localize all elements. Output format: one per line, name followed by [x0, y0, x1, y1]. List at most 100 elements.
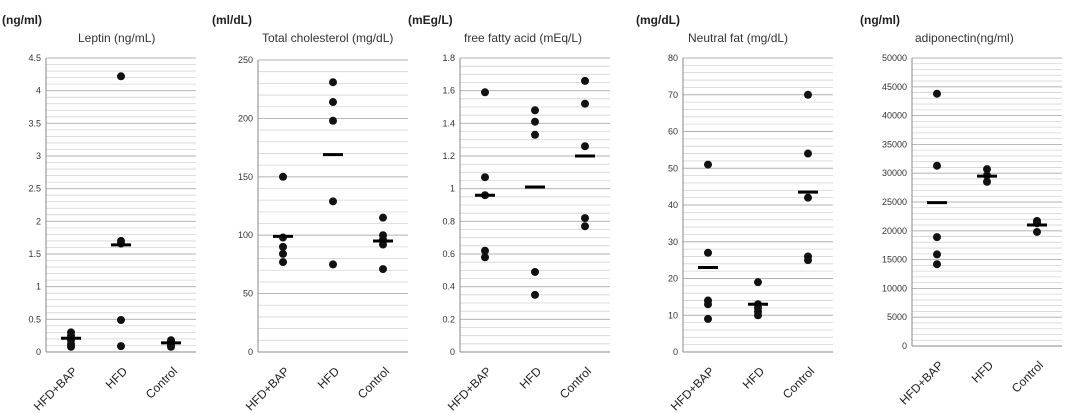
y-tick-label: 200: [238, 113, 253, 123]
data-point: [581, 222, 589, 231]
y-tick-label: 1.4: [442, 118, 455, 128]
data-point: [754, 311, 762, 320]
category-label: HFD+BAP: [668, 364, 717, 413]
category-label: HFD: [740, 364, 768, 392]
y-tick-label: 15000: [882, 255, 907, 265]
y-tick-label: 2: [36, 216, 41, 226]
data-point: [581, 142, 589, 151]
y-tick-label: 1: [36, 282, 41, 292]
y-tick-label: 150: [238, 172, 253, 182]
y-tick-label: 0.8: [442, 216, 455, 226]
data-point: [329, 197, 337, 206]
category-label: Control: [557, 364, 594, 401]
data-point: [531, 290, 539, 299]
data-point: [481, 253, 489, 262]
category-label: HFD+BAP: [31, 364, 80, 413]
data-point: [329, 116, 337, 125]
data-point: [933, 260, 941, 269]
panel-title: Neutral fat (mg/dL): [688, 31, 788, 45]
data-point: [704, 300, 712, 309]
y-tick-label: 0: [248, 347, 253, 357]
panel-title: Total cholesterol (mg/dL): [262, 31, 393, 45]
data-point: [581, 214, 589, 223]
panel-1: (ng/ml) Leptin (ng/mL) 0 0.5 1 1.5 2 2.5 3 3.5 4 4.…: [2, 13, 196, 413]
category-label: Control: [1009, 358, 1046, 395]
panel-title: Leptin (ng/mL): [78, 31, 155, 45]
data-point: [1033, 227, 1041, 236]
data-point: [983, 177, 991, 186]
data-point: [531, 117, 539, 126]
y-tick-label: 0: [902, 341, 907, 351]
data-point: [804, 90, 812, 99]
data-point: [804, 193, 812, 202]
y-tick-label: 20: [668, 274, 678, 284]
panel-title: free fatty acid (mEq/L): [464, 31, 582, 45]
y-tick-label: 1.5: [28, 249, 41, 259]
category-label: HFD+BAP: [897, 358, 946, 407]
y-tick-label: 0.5: [28, 314, 41, 324]
data-point: [329, 78, 337, 87]
data-point: [117, 72, 125, 81]
data-point: [481, 246, 489, 255]
y-tick-label: 70: [668, 90, 678, 100]
data-point: [379, 265, 387, 274]
data-point: [754, 278, 762, 287]
y-tick-label: 50: [668, 163, 678, 173]
category-label: HFD+BAP: [243, 364, 292, 413]
data-point: [117, 342, 125, 351]
data-point: [581, 76, 589, 85]
unit-label: (mEg/L): [408, 13, 453, 27]
panel-3: (mEg/L) free fatty acid (mEq/L) 0 0.2 0.4 0.6…: [408, 13, 610, 413]
data-point: [67, 342, 75, 351]
y-tick-label: 30: [668, 237, 678, 247]
y-tick-label: 100: [238, 230, 253, 240]
y-tick-label: 45000: [882, 82, 907, 92]
data-point: [379, 213, 387, 222]
y-tick-label: 10: [668, 310, 678, 320]
data-point: [117, 315, 125, 324]
data-point: [329, 98, 337, 107]
data-point: [933, 89, 941, 98]
data-point: [804, 149, 812, 158]
y-tick-label: 1.8: [442, 53, 455, 63]
y-tick-label: 3: [36, 151, 41, 161]
y-tick-label: 35000: [882, 139, 907, 149]
data-point: [329, 260, 337, 269]
y-tick-label: 0.2: [442, 314, 455, 324]
panel-2: (ml/dL) Total cholesterol (mg/dL) 0 50 100 15…: [212, 13, 408, 413]
y-tick-label: 0.6: [442, 249, 455, 259]
panel-title: adiponectin(ng/ml): [915, 31, 1014, 45]
y-tick-label: 40: [668, 200, 678, 210]
data-point: [279, 258, 287, 267]
y-tick-label: 3.5: [28, 118, 41, 128]
y-tick-label: 60: [668, 127, 678, 137]
y-tick-label: 0: [673, 347, 678, 357]
data-point: [531, 106, 539, 115]
y-tick-label: 5000: [887, 312, 907, 322]
y-tick-label: 0: [450, 347, 455, 357]
data-point: [933, 161, 941, 170]
category-label: HFD: [315, 364, 343, 392]
unit-label: (ml/dL): [212, 13, 252, 27]
data-point: [704, 160, 712, 169]
category-label: HFD: [517, 364, 545, 392]
y-tick-label: 30000: [882, 168, 907, 178]
y-tick-label: 25000: [882, 197, 907, 207]
data-point: [379, 240, 387, 249]
data-point: [933, 250, 941, 259]
y-tick-label: 40000: [882, 111, 907, 121]
y-tick-label: 0: [36, 347, 41, 357]
category-label: Control: [143, 364, 180, 401]
y-tick-label: 4.5: [28, 53, 41, 63]
data-point: [531, 130, 539, 139]
y-tick-label: 50: [243, 289, 253, 299]
y-tick-label: 20000: [882, 226, 907, 236]
category-label: HFD: [969, 358, 997, 386]
y-tick-label: 1.2: [442, 151, 455, 161]
y-tick-label: 80: [668, 53, 678, 63]
y-tick-label: 1: [450, 184, 455, 194]
panel-5: (ng/ml) adiponectin(ng/ml) 0 5000 10000 15000…: [860, 13, 1062, 407]
data-point: [581, 99, 589, 108]
y-tick-label: 10000: [882, 283, 907, 293]
